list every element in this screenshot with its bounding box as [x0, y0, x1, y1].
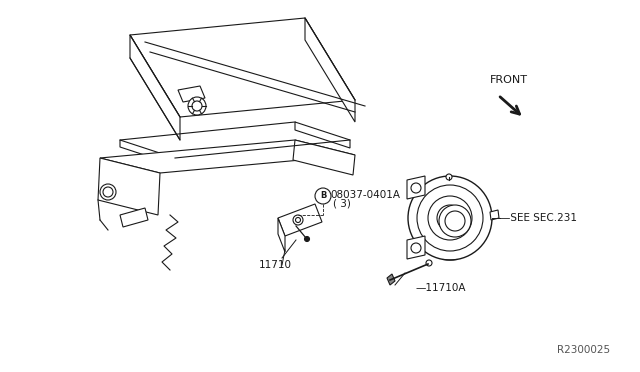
Text: 08037-0401A: 08037-0401A [330, 190, 400, 200]
Circle shape [439, 205, 471, 237]
Polygon shape [98, 158, 160, 215]
Text: ( 3): ( 3) [333, 199, 351, 209]
Circle shape [426, 260, 432, 266]
Text: 11710: 11710 [259, 260, 291, 270]
Polygon shape [278, 218, 285, 252]
Polygon shape [387, 274, 395, 285]
Polygon shape [178, 86, 205, 102]
Polygon shape [295, 122, 350, 148]
Text: B: B [320, 192, 326, 201]
Polygon shape [278, 204, 322, 236]
Circle shape [437, 205, 463, 231]
Text: —11710A: —11710A [415, 283, 465, 293]
Polygon shape [293, 140, 355, 175]
Circle shape [293, 215, 303, 225]
Text: FRONT: FRONT [490, 75, 528, 85]
Polygon shape [407, 236, 425, 259]
Circle shape [315, 188, 331, 204]
Polygon shape [130, 35, 180, 140]
Circle shape [445, 211, 465, 231]
Circle shape [103, 187, 113, 197]
Circle shape [417, 185, 483, 251]
Circle shape [100, 184, 116, 200]
Polygon shape [130, 18, 355, 117]
Circle shape [296, 218, 301, 222]
Polygon shape [120, 140, 175, 165]
Circle shape [408, 176, 492, 260]
Circle shape [446, 174, 452, 180]
Circle shape [428, 196, 472, 240]
Circle shape [192, 101, 202, 111]
Polygon shape [407, 176, 425, 199]
Circle shape [444, 212, 456, 224]
Circle shape [305, 237, 310, 241]
Text: R2300025: R2300025 [557, 345, 610, 355]
Polygon shape [305, 18, 355, 122]
Text: —SEE SEC.231: —SEE SEC.231 [500, 213, 577, 223]
Circle shape [411, 183, 421, 193]
Polygon shape [120, 208, 148, 227]
Polygon shape [490, 210, 499, 220]
Circle shape [411, 243, 421, 253]
Circle shape [188, 97, 206, 115]
Polygon shape [100, 140, 355, 173]
